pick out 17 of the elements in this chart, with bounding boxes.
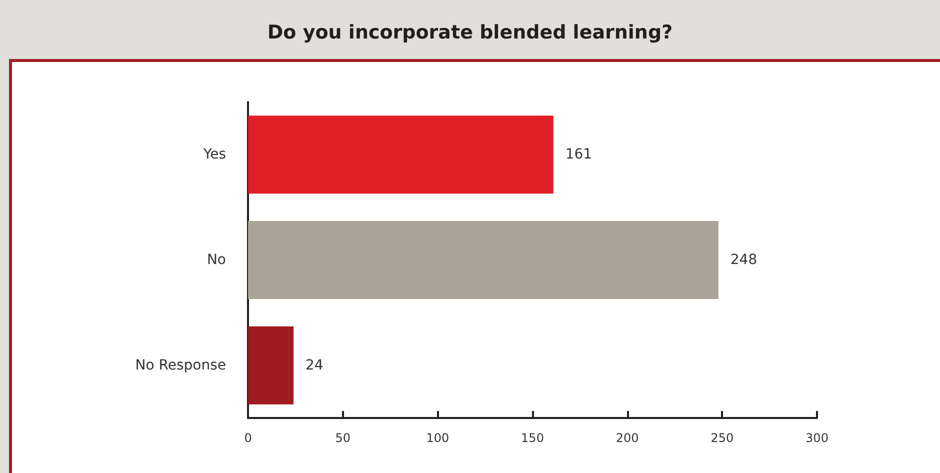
bar xyxy=(248,221,718,299)
y-tick-label: No Response xyxy=(135,357,226,374)
data-label: 161 xyxy=(565,146,592,163)
bar xyxy=(248,326,294,404)
x-tick-label: 200 xyxy=(616,431,639,445)
y-tick-label: No xyxy=(206,252,226,268)
chart-title: Do you incorporate blended learning? xyxy=(267,22,673,44)
x-tick-label: 150 xyxy=(521,431,544,445)
data-label: 24 xyxy=(306,357,324,374)
x-tick-label: 250 xyxy=(710,431,734,445)
x-tick-label: 100 xyxy=(426,431,450,445)
x-tick-label: 50 xyxy=(335,431,350,445)
y-tick-label: Yes xyxy=(202,146,226,163)
x-tick-label: 0 xyxy=(244,431,252,445)
data-label: 248 xyxy=(730,252,758,268)
x-tick-label: 300 xyxy=(806,431,828,445)
bar xyxy=(248,116,554,194)
